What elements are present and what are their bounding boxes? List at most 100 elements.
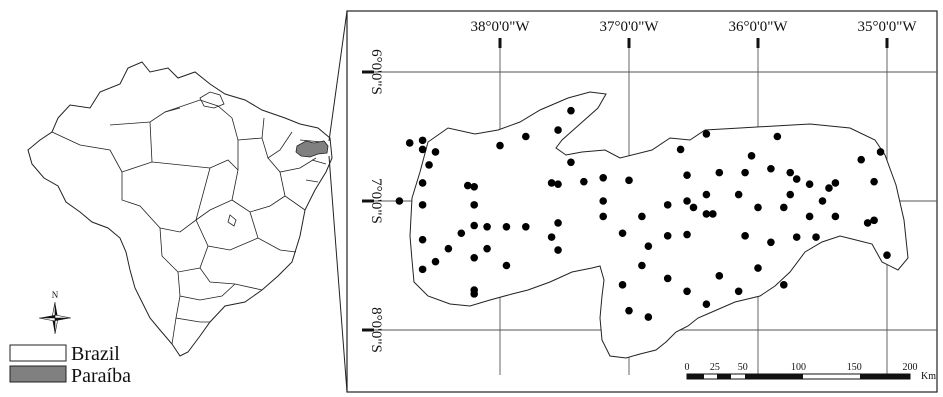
scale-bar-tick-label: 50 xyxy=(738,362,748,373)
station-point xyxy=(747,152,756,160)
brazil-overview-map xyxy=(27,61,333,357)
station-point xyxy=(554,180,562,189)
state-borders xyxy=(51,99,327,345)
scale-bar-tick-label: 25 xyxy=(710,362,720,373)
station-point xyxy=(567,106,575,115)
station-point xyxy=(663,274,672,283)
station-point xyxy=(547,233,556,241)
station-point xyxy=(554,246,562,254)
station-point xyxy=(522,132,530,141)
station-point xyxy=(818,197,827,205)
station-point xyxy=(457,229,466,238)
scale-bar-tick-label: 0 xyxy=(685,362,690,373)
station-point xyxy=(644,313,653,321)
station-point xyxy=(618,229,627,238)
station-point xyxy=(418,136,427,145)
station-point xyxy=(683,171,691,179)
station-point xyxy=(580,177,588,186)
marajo-island xyxy=(199,91,225,109)
station-point xyxy=(638,261,646,270)
station-point xyxy=(805,180,814,189)
station-point xyxy=(805,212,814,221)
station-point xyxy=(683,287,691,296)
station-point xyxy=(418,235,427,244)
legend-swatch-paraiba xyxy=(9,365,67,383)
station-point xyxy=(831,179,840,187)
station-point xyxy=(418,145,427,154)
station-point xyxy=(754,264,762,272)
latitude-label: 6°0'0"S xyxy=(368,49,384,95)
station-point xyxy=(418,201,427,209)
north-arrow-label: N xyxy=(52,290,59,300)
station-point xyxy=(418,265,427,274)
station-point xyxy=(599,173,607,182)
north-arrow: N xyxy=(38,290,72,335)
station-point xyxy=(599,212,607,221)
station-point xyxy=(857,155,865,164)
station-point xyxy=(702,130,711,138)
scale-bar-tick-label: 200 xyxy=(903,362,918,373)
station-point xyxy=(754,203,762,212)
station-point xyxy=(470,183,479,191)
station-point xyxy=(689,203,698,212)
station-point xyxy=(715,168,724,177)
station-point xyxy=(625,176,633,185)
longitude-label: 35°0'0"W xyxy=(858,19,918,35)
scale-bar-tick-label: 100 xyxy=(791,362,806,373)
station-point xyxy=(741,168,749,177)
longitude-label: 38°0'0"W xyxy=(471,19,531,35)
station-point xyxy=(780,203,788,212)
station-point xyxy=(767,238,775,247)
scale-bar-unit: Km xyxy=(921,371,936,382)
station-point xyxy=(644,242,653,250)
latitude-label: 8°0'0"S xyxy=(368,307,384,353)
station-point xyxy=(496,141,504,150)
station-point xyxy=(567,158,575,167)
station-point xyxy=(663,201,672,209)
station-point xyxy=(812,233,820,241)
station-point xyxy=(618,281,627,289)
paraiba-highlight xyxy=(295,140,329,158)
paraiba-outline xyxy=(409,91,909,359)
station-point xyxy=(425,161,433,169)
station-point xyxy=(780,281,788,289)
station-point xyxy=(870,177,878,186)
station-point xyxy=(502,223,511,231)
station-point xyxy=(547,179,556,187)
station-point xyxy=(702,300,711,309)
station-point xyxy=(405,139,414,147)
station-point xyxy=(599,197,607,205)
station-point xyxy=(825,184,833,192)
station-point xyxy=(554,219,562,227)
station-point xyxy=(470,221,479,230)
paraiba-detail-map: 38°0'0"W 37°0'0"W 36°0'0"W 35°0'0"W 6°0'0"S 7… xyxy=(346,10,938,393)
station-point xyxy=(876,148,885,156)
station-point xyxy=(792,175,801,183)
scale-bar: 0 25 50 100 150 200 Km xyxy=(685,362,937,382)
station-point xyxy=(734,287,743,296)
station-point xyxy=(683,197,691,205)
station-point xyxy=(444,244,453,253)
longitude-label: 36°0'0"W xyxy=(729,19,789,35)
station-point xyxy=(554,126,562,134)
legend-label-paraiba: Paraíba xyxy=(71,365,131,387)
brazil-outline xyxy=(27,61,333,357)
north-arrow-needle-icon xyxy=(55,302,58,318)
station-point xyxy=(734,190,743,199)
station-point xyxy=(792,233,801,241)
zoom-callout-lines xyxy=(328,10,348,393)
station-point xyxy=(709,210,717,218)
legend-swatch-brazil xyxy=(9,344,67,362)
station-point xyxy=(702,210,711,218)
station-point xyxy=(463,181,472,190)
station-point xyxy=(638,212,646,221)
longitude-label: 37°0'0"W xyxy=(600,19,660,35)
station-point xyxy=(870,216,878,225)
station-point xyxy=(786,168,795,177)
latitude-label: 7°0'0"S xyxy=(368,178,384,224)
station-point xyxy=(767,164,775,173)
scale-bar-tick-label: 150 xyxy=(847,362,862,373)
legend-label-brazil: Brazil xyxy=(71,343,120,365)
station-point xyxy=(483,223,491,231)
